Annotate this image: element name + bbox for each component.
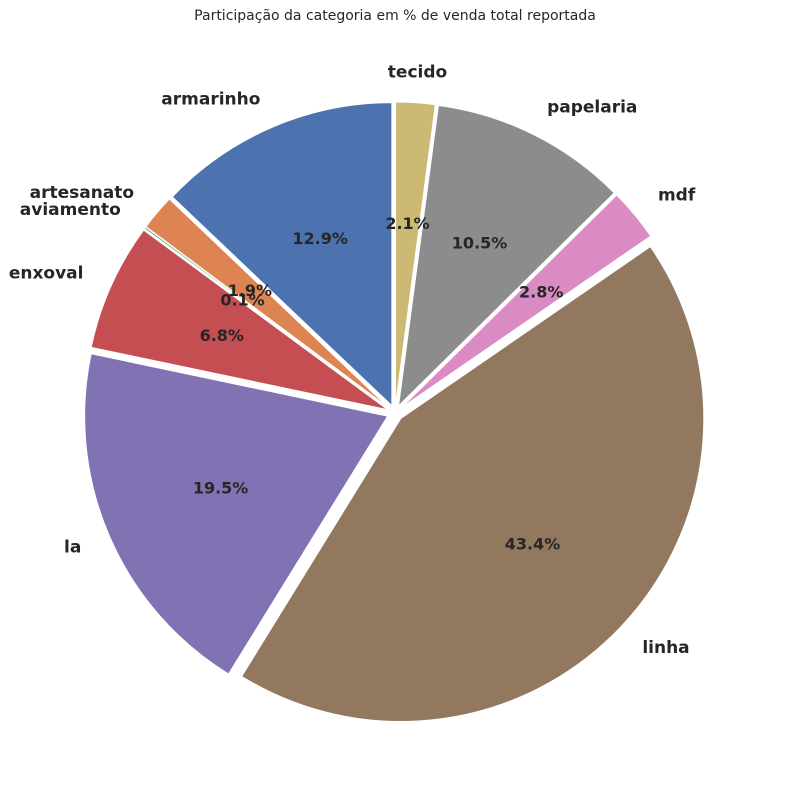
percent-label-enxoval: 6.8% <box>200 326 244 345</box>
percent-label-armarinho: 12.9% <box>292 229 348 248</box>
pie-slice-enxoval <box>90 229 388 411</box>
pie-slice-mdf <box>400 194 652 409</box>
category-label-linha: linha <box>642 638 689 658</box>
category-label-la: la <box>64 538 81 558</box>
pie-slice-la <box>84 353 389 675</box>
category-label-tecido: tecido <box>388 62 447 82</box>
pie-slices <box>84 101 705 722</box>
category-label-armarinho: armarinho <box>161 89 260 109</box>
category-label-aviamento: aviamento <box>20 200 121 220</box>
pie-slice-linha <box>240 245 705 722</box>
pie-slice-papelaria <box>397 104 615 408</box>
percent-label-tecido: 2.1% <box>385 214 429 233</box>
pie-slice-aviamento <box>143 226 389 409</box>
category-label-mdf: mdf <box>658 185 696 205</box>
category-label-papelaria: papelaria <box>547 97 637 117</box>
category-label-artesanato: artesanato <box>30 183 134 203</box>
pie-slice-armarinho <box>171 102 393 407</box>
pie-slice-tecido <box>395 101 436 406</box>
chart-title: Participação da categoria em % de venda … <box>194 8 596 24</box>
percent-label-mdf: 2.8% <box>519 283 563 302</box>
percent-label-aviamento: 0.1% <box>220 290 264 309</box>
percent-label-linha: 43.4% <box>505 534 561 553</box>
percent-label-la: 19.5% <box>193 478 249 497</box>
pie-slice-artesanato <box>145 198 390 409</box>
percent-label-papelaria: 10.5% <box>452 234 508 253</box>
percent-label-artesanato: 1.9% <box>228 281 272 300</box>
percent-labels: 12.9% 1.9%0.1% 6.8% 19.5% 43.4% 2.8% 10.5% 2.1% <box>193 214 564 553</box>
category-label-enxoval: enxoval <box>9 264 84 284</box>
